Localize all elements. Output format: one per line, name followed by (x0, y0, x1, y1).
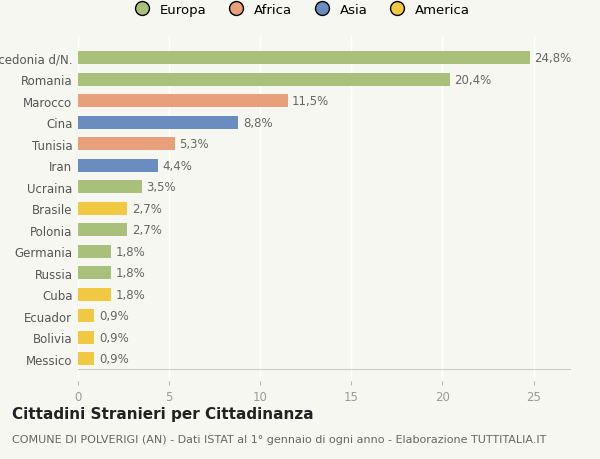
Bar (78, 181, 142, 194)
Text: 11,5%: 11,5% (292, 95, 329, 108)
Text: 2,7%: 2,7% (132, 202, 161, 215)
Bar (78, 138, 175, 151)
Text: 0,9%: 0,9% (99, 331, 129, 344)
Text: 3,5%: 3,5% (146, 181, 176, 194)
Bar (78, 245, 111, 258)
Bar (78, 95, 287, 108)
Bar (78, 353, 94, 365)
Text: COMUNE DI POLVERIGI (AN) - Dati ISTAT al 1° gennaio di ogni anno - Elaborazione : COMUNE DI POLVERIGI (AN) - Dati ISTAT al… (12, 434, 547, 444)
Text: 4,4%: 4,4% (163, 159, 193, 173)
Bar (78, 288, 111, 301)
Text: 0,9%: 0,9% (99, 353, 129, 365)
Legend: Europa, Africa, Asia, America: Europa, Africa, Asia, America (123, 0, 476, 22)
Text: 8,8%: 8,8% (243, 117, 272, 129)
Text: 2,7%: 2,7% (132, 224, 161, 237)
Text: 1,8%: 1,8% (115, 288, 145, 301)
Bar (78, 267, 111, 280)
Text: 20,4%: 20,4% (454, 74, 491, 87)
Bar (78, 309, 94, 323)
Text: 1,8%: 1,8% (115, 267, 145, 280)
Bar (78, 52, 530, 65)
Text: 1,8%: 1,8% (115, 245, 145, 258)
Bar (78, 117, 238, 129)
Bar (78, 160, 158, 173)
Text: 24,8%: 24,8% (535, 52, 572, 65)
Text: 0,9%: 0,9% (99, 309, 129, 323)
Bar (78, 224, 127, 237)
Bar (78, 202, 127, 215)
Text: 5,3%: 5,3% (179, 138, 209, 151)
Bar (78, 331, 94, 344)
Bar (78, 74, 450, 87)
Text: Cittadini Stranieri per Cittadinanza: Cittadini Stranieri per Cittadinanza (12, 406, 314, 421)
